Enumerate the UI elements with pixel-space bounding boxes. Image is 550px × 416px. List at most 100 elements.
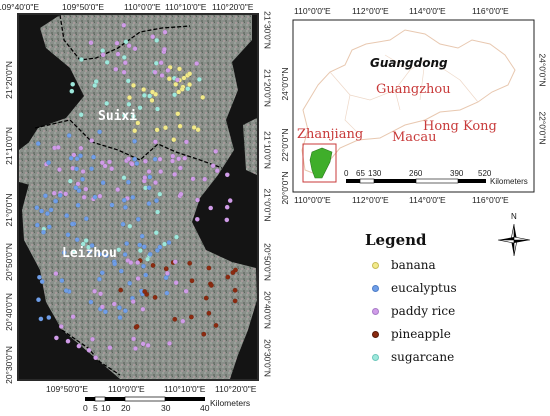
sample-point-eucalyptus: [146, 201, 152, 207]
bottom-coord-2: 110°0'0"E: [108, 384, 145, 394]
inset-left-coord-1: 24°0'0"N: [279, 67, 290, 101]
sample-point-banana: [135, 120, 141, 126]
sample-point-eucalyptus: [87, 249, 93, 254]
sample-point-paddy-rice: [111, 301, 117, 307]
sample-point-paddy-rice: [132, 46, 138, 52]
sample-point-sugarcane: [121, 54, 127, 60]
sample-point-paddy-rice: [173, 280, 179, 286]
legend-label: pineapple: [391, 327, 451, 341]
sample-point-eucalyptus: [141, 244, 147, 250]
main-scalebar: [85, 396, 205, 402]
sample-point-banana: [154, 127, 160, 133]
sample-point-eucalyptus: [97, 129, 103, 135]
sample-point-paddy-rice: [102, 163, 108, 169]
sample-point-eucalyptus: [154, 247, 160, 253]
sample-point-paddy-rice: [65, 338, 71, 344]
internal-boundaries: [329, 54, 479, 136]
sample-point-paddy-rice: [170, 153, 176, 159]
inset-frame: [292, 19, 535, 193]
sample-point-eucalyptus: [75, 202, 81, 208]
sample-point-paddy-rice: [195, 197, 200, 203]
zhanjiang-label: Zhanjiang: [297, 127, 364, 142]
sample-point-paddy-rice: [93, 355, 99, 361]
sample-point-banana: [150, 89, 155, 95]
sample-point-paddy-rice: [210, 163, 216, 169]
sample-point-paddy-rice: [129, 161, 135, 167]
sample-point-eucalyptus: [125, 179, 131, 185]
sample-point-sugarcane: [157, 191, 163, 197]
inset-bottom-coord-1: 110°0'0"E: [294, 195, 331, 205]
sample-point-sugarcane: [123, 39, 129, 45]
sample-point-eucalyptus: [68, 155, 74, 161]
sample-point-eucalyptus: [157, 244, 163, 250]
sample-point-paddy-rice: [182, 155, 188, 161]
sample-point-paddy-rice: [107, 345, 113, 351]
sample-point-paddy-rice: [183, 288, 189, 294]
sample-point-paddy-rice: [153, 180, 158, 186]
sample-point-paddy-rice: [55, 144, 61, 150]
sample-point-paddy-rice: [130, 299, 136, 305]
leizhou-label: Leizhou: [62, 246, 117, 261]
sample-point-eucalyptus: [100, 180, 106, 186]
compass-rose-icon: [497, 223, 531, 257]
inset-right-coord-2: 22°0'0"N: [537, 111, 548, 145]
inset-left-coord-2: 22°0'0"N: [279, 128, 290, 162]
sample-point-paddy-rice: [145, 342, 151, 348]
sample-point-eucalyptus: [57, 192, 63, 198]
scale-tick-10: 10: [101, 403, 111, 413]
sample-point-paddy-rice: [183, 139, 189, 145]
sample-point-paddy-rice: [63, 191, 69, 197]
sample-point-eucalyptus: [122, 204, 128, 210]
county-boundary-west: [59, 14, 191, 61]
sample-point-banana: [175, 111, 181, 117]
sample-point-eucalyptus: [130, 194, 136, 200]
sample-point-paddy-rice: [53, 271, 59, 277]
sample-point-eucalyptus: [53, 198, 58, 204]
sample-point-eucalyptus: [117, 315, 123, 321]
zhanjiang-region: [309, 147, 333, 179]
sample-point-eucalyptus: [74, 156, 80, 162]
inset-left-coord-3: 20°0'0"N: [279, 171, 290, 205]
sample-point-eucalyptus: [141, 263, 146, 269]
guangzhou-label: Guangzhou: [376, 82, 451, 97]
sample-point-paddy-rice: [131, 336, 137, 342]
sample-point-banana: [187, 71, 193, 77]
sample-point-paddy-rice: [83, 186, 89, 192]
sample-point-eucalyptus: [147, 174, 153, 180]
scale-tick-20: 20: [121, 403, 131, 413]
sample-point-paddy-rice: [58, 324, 64, 329]
inset-scale-tick-0: 0: [344, 169, 349, 178]
sample-point-paddy-rice: [81, 194, 87, 200]
sample-point-sugarcane: [104, 100, 110, 106]
sample-point-paddy-rice: [51, 190, 57, 196]
sample-point-banana: [173, 81, 179, 87]
sample-point-paddy-rice: [172, 171, 178, 177]
sample-point-eucalyptus: [121, 197, 127, 203]
sample-point-eucalyptus: [34, 222, 40, 228]
sample-point-paddy-rice: [115, 187, 121, 193]
sample-point-banana: [200, 94, 206, 100]
sample-point-pineapple: [150, 262, 156, 268]
sample-point-sugarcane: [154, 37, 160, 43]
sample-point-eucalyptus: [164, 290, 170, 296]
sample-point-sugarcane: [67, 178, 73, 184]
sample-point-banana: [176, 89, 182, 95]
sample-point-banana: [171, 137, 177, 143]
sample-point-paddy-rice: [99, 160, 105, 166]
top-coord-2: 109°50'0"E: [62, 2, 105, 12]
sample-point-eucalyptus: [109, 202, 115, 208]
sample-point-paddy-rice: [157, 156, 163, 162]
sample-point-paddy-rice: [80, 169, 86, 174]
bottom-coord-3: 110°10'0"E: [164, 384, 206, 394]
sample-point-sugarcane: [126, 101, 132, 107]
sample-point-eucalyptus: [69, 221, 75, 227]
inset-bottom-coord-2: 112°0'0"E: [352, 195, 389, 205]
sample-point-paddy-rice: [159, 73, 165, 78]
sample-point-paddy-rice: [213, 148, 219, 154]
sample-point-eucalyptus: [135, 216, 141, 222]
sample-point-eucalyptus: [35, 141, 41, 147]
sample-point-eucalyptus: [36, 297, 41, 303]
sample-point-eucalyptus: [118, 268, 124, 274]
sample-point-eucalyptus: [146, 185, 152, 191]
